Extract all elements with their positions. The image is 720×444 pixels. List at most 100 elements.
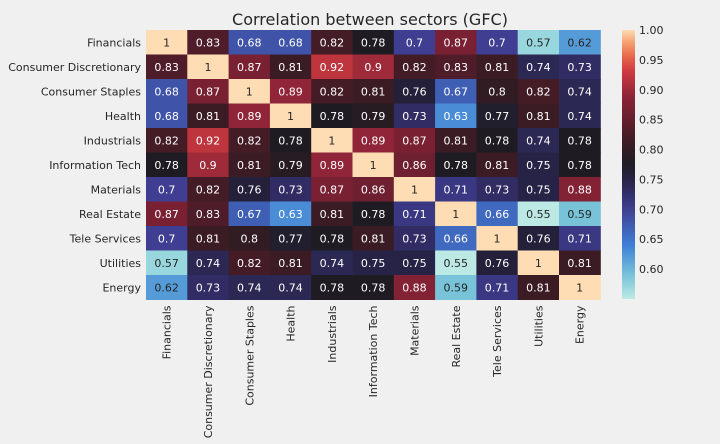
heatmap-cell — [146, 250, 188, 276]
cell-value-label: 0.66 — [485, 208, 510, 221]
heatmap-cell — [559, 30, 601, 55]
cell-value-label: 0.74 — [196, 257, 221, 270]
heatmap-cell — [228, 177, 271, 202]
column-label: Consumer Staples — [243, 305, 256, 405]
heatmap-cell — [228, 275, 271, 300]
cell-value-label: 0.81 — [278, 61, 303, 74]
heatmap-cell — [146, 201, 188, 227]
cell-value-label: 0.78 — [361, 281, 386, 294]
heatmap-cell — [352, 103, 395, 129]
cell-value-label: 0.73 — [402, 232, 427, 245]
cell-value-label: 0.63 — [444, 110, 469, 123]
cell-value-label: 0.62 — [154, 281, 179, 294]
cell-value-label: 0.78 — [444, 159, 469, 172]
heatmap-cell — [352, 177, 395, 202]
heatmap-cell — [311, 103, 353, 129]
cell-value-label: 0.82 — [154, 134, 179, 147]
heatmap-cell — [187, 250, 230, 276]
cell-value-label: 0.73 — [567, 61, 592, 74]
cell-value-label: 0.68 — [154, 85, 179, 98]
cell-value-label: 0.81 — [196, 110, 221, 123]
heatmap-cell — [559, 152, 601, 178]
heatmap-cell — [517, 226, 560, 251]
column-label: Energy — [574, 305, 587, 344]
cell-value-label: 0.66 — [444, 232, 469, 245]
column-label: Industrials — [326, 305, 339, 363]
heatmap-cell — [435, 79, 477, 104]
cell-value-label: 0.7 — [406, 36, 424, 49]
cell-value-label: 1 — [246, 85, 253, 98]
cell-value-label: 0.68 — [237, 36, 262, 49]
cell-value-label: 0.74 — [567, 85, 592, 98]
heatmap-cell — [393, 226, 436, 251]
heatmap-cell — [187, 103, 230, 129]
cell-value-label: 0.78 — [567, 134, 592, 147]
cell-value-label: 1 — [204, 61, 211, 74]
cell-value-label: 0.81 — [526, 110, 551, 123]
heatmap-cell — [517, 30, 560, 55]
heatmap-cell — [476, 103, 519, 129]
heatmap-cell — [311, 226, 353, 251]
cell-value-label: 0.75 — [526, 183, 551, 196]
cell-value-label: 0.82 — [320, 36, 345, 49]
cell-value-label: 0.88 — [567, 183, 592, 196]
heatmap-cell — [352, 201, 395, 227]
heatmap-cell — [559, 250, 601, 276]
cell-value-label: 0.59 — [444, 281, 469, 294]
heatmap-cell — [393, 30, 436, 55]
row-label: Energy — [102, 281, 141, 294]
cell-value-label: 0.71 — [444, 183, 469, 196]
cell-value-label: 0.87 — [196, 85, 221, 98]
cell-value-label: 0.81 — [485, 159, 510, 172]
cell-value-label: 0.7 — [158, 183, 176, 196]
cell-value-label: 0.82 — [526, 85, 551, 98]
cell-value-label: 0.75 — [402, 257, 427, 270]
heatmap-cell — [311, 152, 353, 178]
cell-value-label: 0.74 — [237, 281, 262, 294]
heatmap-cell — [476, 250, 519, 276]
colorbar-tick-label: 0.80 — [639, 144, 664, 157]
row-label: Consumer Discretionary — [8, 61, 141, 74]
colorbar-tick-label: 0.75 — [639, 173, 664, 186]
heatmap-cell — [228, 201, 271, 227]
heatmap-cell — [393, 128, 436, 153]
cell-value-label: 1 — [452, 208, 459, 221]
cell-value-label: 1 — [411, 183, 418, 196]
heatmap-cell — [517, 201, 560, 227]
cell-value-label: 0.82 — [320, 85, 345, 98]
cell-value-label: 0.73 — [278, 183, 303, 196]
cell-value-label: 0.81 — [196, 232, 221, 245]
cell-value-label: 0.81 — [361, 85, 386, 98]
cell-value-label: 0.7 — [488, 36, 506, 49]
heatmap-cell — [393, 275, 436, 300]
heatmap-cell — [559, 54, 601, 80]
row-label: Health — [105, 110, 141, 123]
heatmap-cell — [311, 79, 353, 104]
heatmap-cell — [352, 128, 395, 153]
heatmap-cell — [311, 177, 353, 202]
heatmap-cell — [393, 79, 436, 104]
cell-value-label: 0.7 — [158, 232, 176, 245]
heatmap-cell — [228, 128, 271, 153]
cell-value-label: 0.75 — [361, 257, 386, 270]
cell-value-label: 0.74 — [320, 257, 345, 270]
cell-value-label: 0.57 — [526, 36, 551, 49]
heatmap-cell — [435, 128, 477, 153]
colorbar-tick-label: 0.95 — [639, 54, 664, 67]
heatmap-cell — [517, 103, 560, 129]
heatmap-cell — [228, 226, 271, 251]
cell-value-label: 0.86 — [402, 159, 427, 172]
heatmap-cell — [228, 103, 271, 129]
column-label: Consumer Discretionary — [202, 305, 215, 438]
row-label: Consumer Staples — [41, 85, 141, 98]
row-label: Industrials — [84, 134, 142, 147]
cell-value-label: 0.55 — [526, 208, 551, 221]
cell-value-label: 0.74 — [278, 281, 303, 294]
cell-value-label: 0.73 — [485, 183, 510, 196]
heatmap-cell — [146, 275, 188, 300]
cell-value-label: 0.76 — [485, 257, 510, 270]
cell-value-label: 1 — [494, 232, 501, 245]
cell-value-label: 0.63 — [278, 208, 303, 221]
cell-value-label: 0.67 — [444, 85, 469, 98]
